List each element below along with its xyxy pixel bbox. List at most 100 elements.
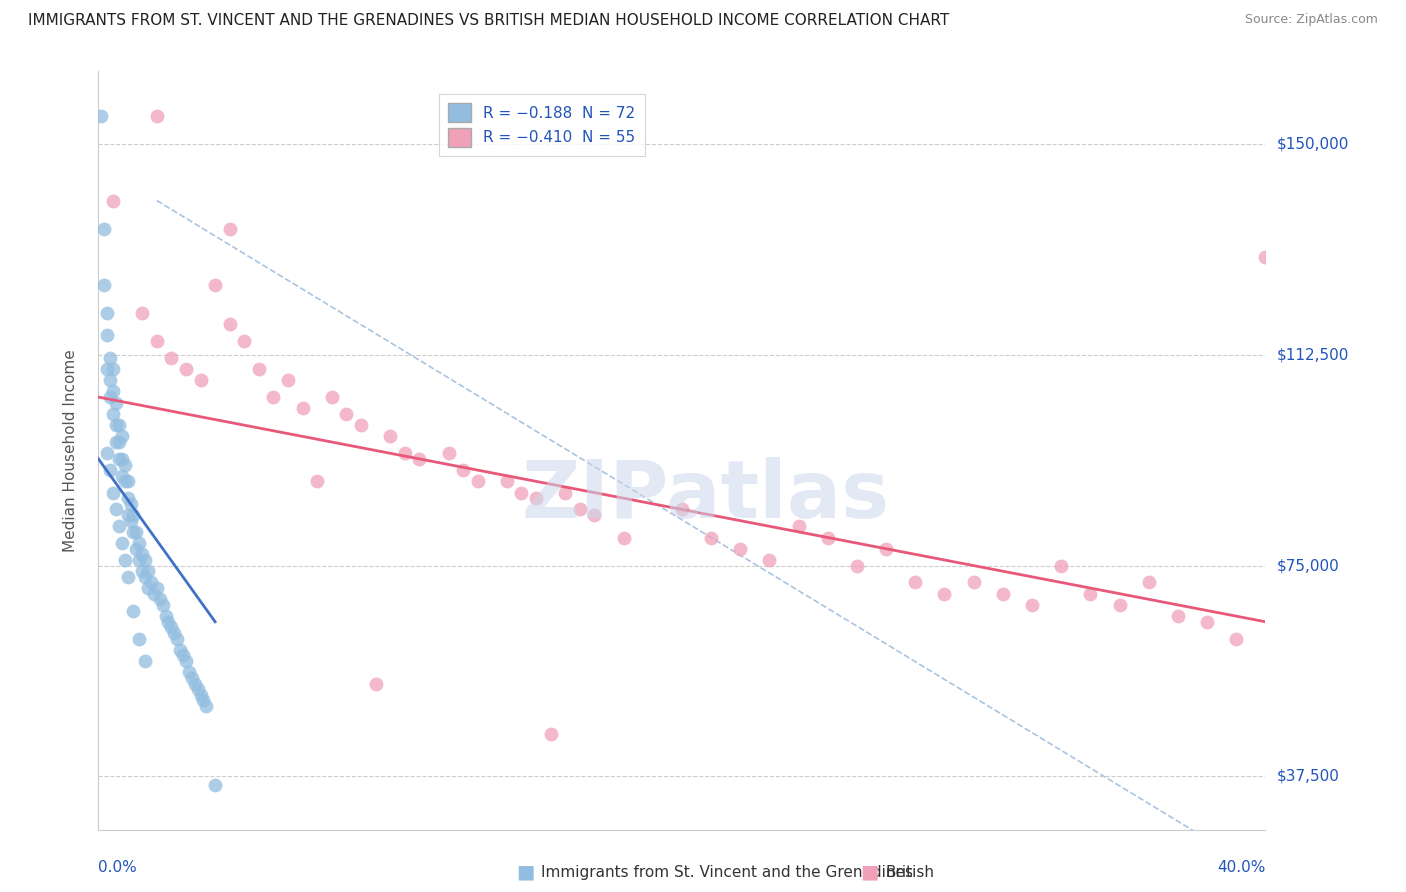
Point [93,221,115,235]
Point [218,317,240,331]
Point [554,485,576,500]
Point [111,468,134,483]
Point [172,648,194,663]
Point [195,698,218,713]
Point [1225,632,1247,646]
Point [169,643,191,657]
Text: 40.0%: 40.0% [1218,860,1265,875]
Point [90,109,112,123]
Point [136,581,159,595]
Point [122,603,145,617]
Point [111,429,134,443]
Point [190,688,212,702]
Point [1167,609,1189,624]
Point [218,221,240,235]
Point [101,194,124,208]
Point [394,446,416,460]
Point [187,682,209,697]
Point [183,676,205,690]
Y-axis label: Median Household Income: Median Household Income [63,349,77,552]
Point [700,531,723,545]
Point [101,407,124,421]
Text: ■: ■ [516,863,534,882]
Point [149,592,172,607]
Point [671,502,693,516]
Point [96,306,118,320]
Point [160,620,183,634]
Point [962,575,984,590]
Point [93,277,115,292]
Point [142,587,165,601]
Point [120,514,142,528]
Point [524,491,547,506]
Point [875,541,897,556]
Text: $112,500: $112,500 [1277,348,1348,362]
Text: $150,000: $150,000 [1277,136,1348,152]
Point [204,277,226,292]
Point [114,458,136,472]
Point [111,451,134,466]
Point [104,502,127,516]
Point [160,351,183,365]
Text: Source: ZipAtlas.com: Source: ZipAtlas.com [1244,13,1378,27]
Point [437,446,460,460]
Point [166,632,188,646]
Text: $37,500: $37,500 [1277,769,1340,784]
Point [146,109,169,123]
Point [134,570,156,584]
Point [1021,598,1043,612]
Point [408,451,430,466]
Point [174,654,197,668]
Point [122,508,145,522]
Point [96,328,118,343]
Point [108,418,131,433]
Point [467,475,489,489]
Legend: R = −0.188  N = 72, R = −0.410  N = 55: R = −0.188 N = 72, R = −0.410 N = 55 [439,95,645,156]
Point [104,435,127,450]
Point [190,373,212,387]
Point [787,519,810,533]
Point [114,553,136,567]
Point [117,491,139,506]
Point [233,334,256,348]
Point [817,531,839,545]
Point [364,676,387,690]
Point [451,463,474,477]
Text: $75,000: $75,000 [1277,558,1340,573]
Point [163,626,186,640]
Text: 0.0%: 0.0% [98,860,138,875]
Point [146,334,169,348]
Point [155,609,177,624]
Point [98,463,121,477]
Point [193,693,215,707]
Point [335,407,357,421]
Point [96,446,118,460]
Point [180,671,202,685]
Point [177,665,200,680]
Point [152,598,174,612]
Point [134,553,156,567]
Point [122,524,145,539]
Point [1050,558,1073,573]
Point [1254,250,1277,264]
Point [128,553,150,567]
Point [350,418,373,433]
Point [125,524,148,539]
Point [117,570,139,584]
Point [510,485,533,500]
Point [934,587,956,601]
Point [101,362,124,376]
Point [612,531,634,545]
Point [120,497,142,511]
Point [98,390,121,404]
Point [307,475,329,489]
Point [98,373,121,387]
Point [101,485,124,500]
Text: Immigrants from St. Vincent and the Grenadines: Immigrants from St. Vincent and the Gren… [541,865,914,880]
Point [111,536,134,550]
Point [104,418,127,433]
Point [1108,598,1130,612]
Point [117,508,139,522]
Text: IMMIGRANTS FROM ST. VINCENT AND THE GRENADINES VS BRITISH MEDIAN HOUSEHOLD INCOM: IMMIGRANTS FROM ST. VINCENT AND THE GREN… [28,13,949,29]
Point [101,384,124,399]
